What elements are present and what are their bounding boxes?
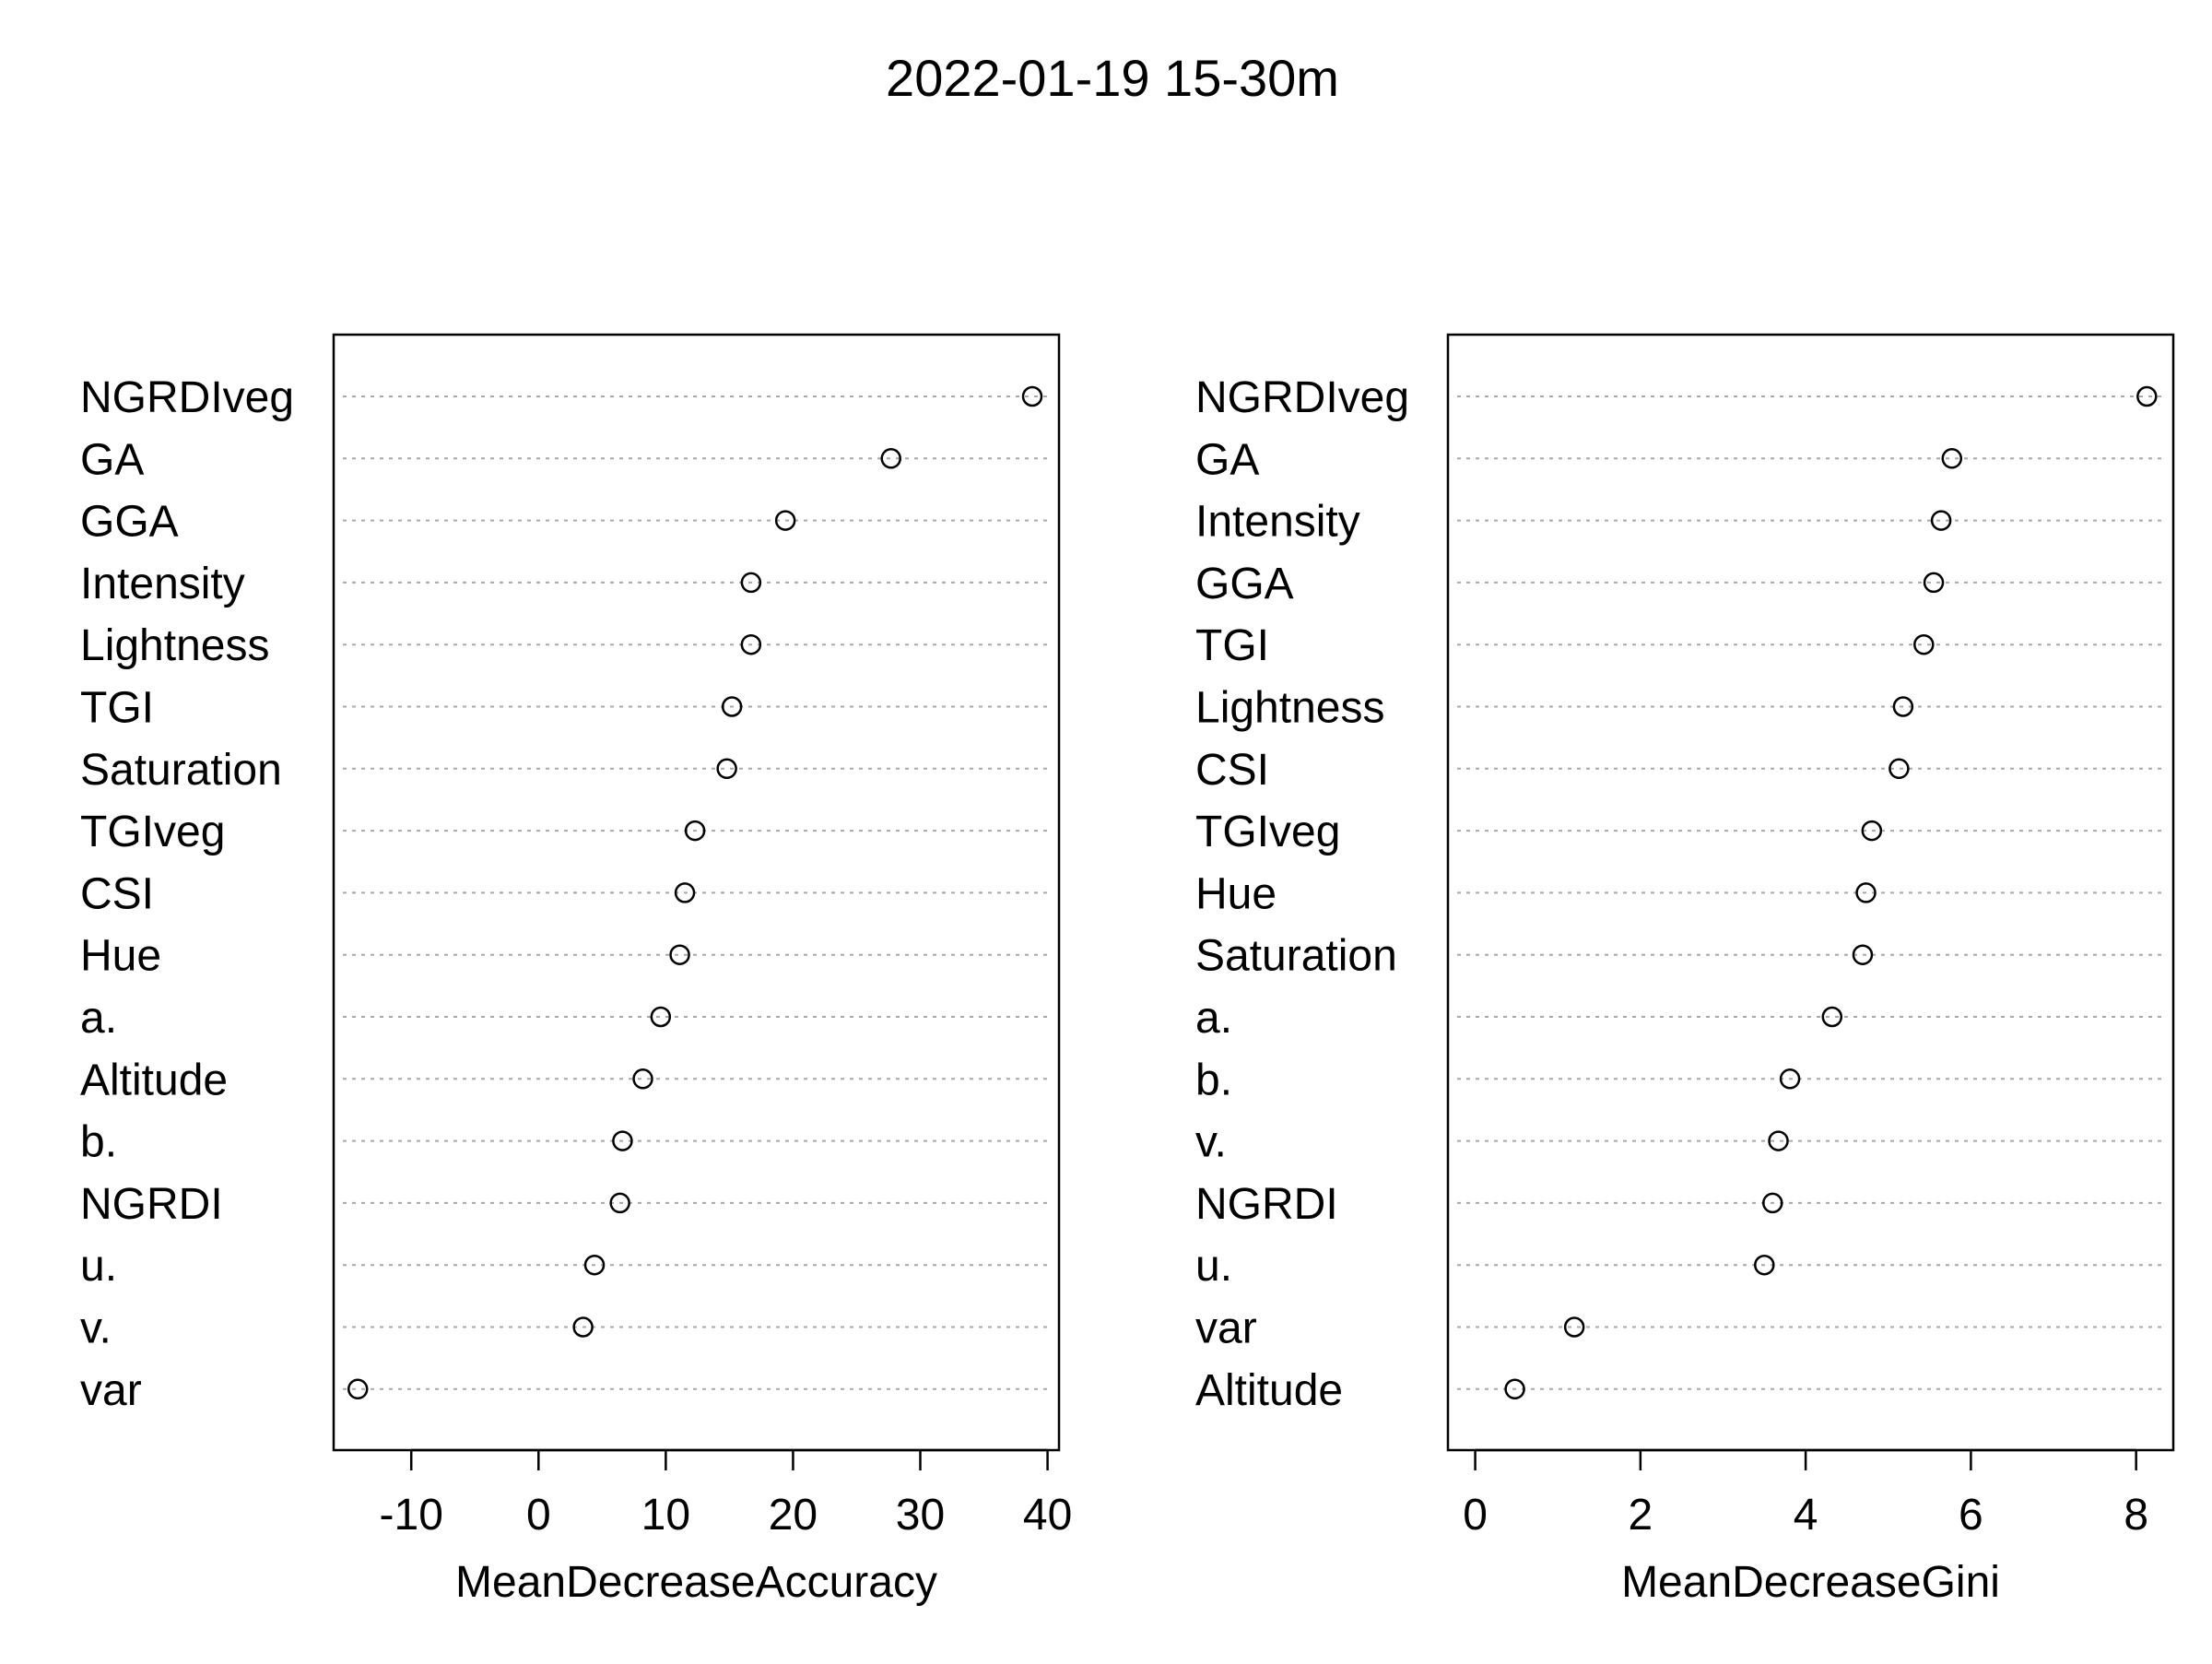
x-tick-label: 30: [896, 1491, 945, 1540]
x-tick-label: 0: [526, 1491, 551, 1540]
category-label: TGIveg: [1195, 808, 1340, 856]
category-label: GA: [1195, 435, 1259, 484]
data-point: [1892, 696, 1914, 717]
category-label: u.: [80, 1242, 117, 1291]
data-point: [684, 820, 706, 842]
category-label: Lightness: [1195, 684, 1384, 733]
data-point: [1504, 1378, 1525, 1400]
category-label: b.: [1195, 1056, 1232, 1104]
category-label: a.: [1195, 994, 1232, 1043]
x-tick-label: 10: [641, 1491, 690, 1540]
category-label: var: [1195, 1304, 1257, 1353]
category-label: Altitude: [80, 1056, 228, 1104]
x-tick-label: 2: [1628, 1491, 1653, 1540]
category-label: Hue: [80, 932, 161, 981]
x-tick-label: 0: [1463, 1491, 1488, 1540]
category-label: GGA: [1195, 560, 1294, 608]
data-point: [609, 1192, 630, 1214]
data-point: [1855, 882, 1877, 903]
category-label: Intensity: [1195, 498, 1360, 547]
category-label: Saturation: [1195, 932, 1397, 981]
data-point: [740, 572, 762, 594]
category-label: Saturation: [80, 746, 282, 795]
data-point: [1821, 1006, 1843, 1028]
category-label: NGRDI: [1195, 1180, 1338, 1229]
category-label: b.: [80, 1118, 117, 1167]
category-label: NGRDI: [80, 1180, 223, 1229]
data-point: [347, 1378, 369, 1400]
data-point: [716, 758, 737, 780]
data-point: [1913, 633, 1935, 655]
chart-title: 2022-01-19 15-30m: [886, 49, 1339, 107]
data-point: [740, 633, 762, 655]
x-tick-label: 40: [1023, 1491, 1072, 1540]
panel-1: NGRDIveg GA GGA Intensity Lightness TGI Satura…: [80, 333, 1072, 1607]
x-tick-label: 6: [1959, 1491, 1983, 1540]
category-label: TGI: [80, 684, 154, 733]
data-point: [721, 696, 743, 717]
panel-2: NGRDIveg GA Intensity GGA TGI Lightness CSI TGI…: [1195, 333, 2175, 1607]
data-point: [632, 1068, 653, 1090]
data-point: [774, 510, 796, 531]
category-label: a.: [80, 994, 117, 1043]
data-point: [583, 1254, 606, 1276]
data-point: [674, 882, 696, 903]
data-point: [1852, 944, 1874, 965]
data-point: [1754, 1254, 1775, 1276]
x-axis-label: MeanDecreaseAccuracy: [455, 1558, 937, 1607]
category-label: v.: [1195, 1118, 1227, 1167]
category-label: Lightness: [80, 621, 269, 670]
category-label: CSI: [80, 869, 154, 918]
data-point: [1888, 758, 1910, 780]
category-label: GGA: [80, 498, 179, 547]
category-label: NGRDIveg: [1195, 373, 1409, 422]
data-point: [1941, 448, 1963, 469]
data-point: [2136, 385, 2158, 407]
x-tick-label: -10: [380, 1491, 443, 1540]
data-point: [1768, 1130, 1789, 1151]
category-label: Hue: [1195, 869, 1277, 918]
category-label: Intensity: [80, 560, 245, 608]
x-tick-label: 8: [2124, 1491, 2148, 1540]
data-point: [612, 1130, 633, 1151]
data-point: [1762, 1192, 1783, 1214]
category-label: GA: [80, 435, 144, 484]
data-point: [1779, 1068, 1801, 1090]
data-point: [572, 1316, 594, 1338]
data-point: [1923, 572, 1945, 594]
category-label: NGRDIveg: [80, 373, 294, 422]
data-point: [650, 1006, 672, 1028]
data-point: [880, 448, 901, 469]
x-tick-label: 4: [1794, 1491, 1818, 1540]
data-point: [1930, 510, 1952, 531]
data-point: [669, 944, 690, 965]
x-tick-label: 20: [769, 1491, 818, 1540]
category-label: v.: [80, 1304, 112, 1353]
x-axis-label: MeanDecreaseGini: [1621, 1558, 2000, 1607]
data-point: [1563, 1316, 1585, 1338]
category-label: TGIveg: [80, 808, 225, 856]
category-label: var: [80, 1366, 142, 1415]
data-point: [1861, 820, 1883, 842]
category-label: u.: [1195, 1242, 1232, 1291]
category-label: TGI: [1195, 621, 1269, 670]
data-point: [1021, 385, 1043, 407]
category-label: Altitude: [1195, 1366, 1343, 1415]
panels: NGRDIveg GA GGA Intensity Lightness TGI Satura…: [80, 333, 2175, 1607]
category-label: CSI: [1195, 746, 1269, 795]
